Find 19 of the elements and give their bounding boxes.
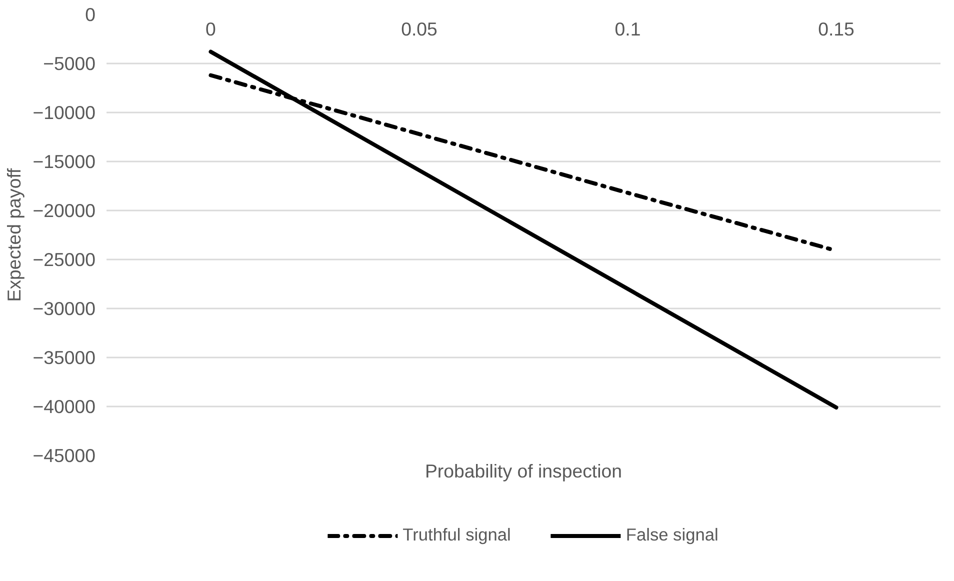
y-tick-label: −5000 [43,53,96,74]
legend-label: Truthful signal [402,524,511,546]
y-tick-label: −40000 [32,396,96,417]
x-tick-label: 0.1 [614,18,641,40]
y-tick-label: 0 [85,4,96,25]
x-tick-label: 0.05 [401,18,438,40]
y-tick-label: −30000 [32,298,96,319]
x-axis-title: Probability of inspection [424,460,622,482]
x-tick-label: 0 [206,18,216,40]
y-tick-label: −35000 [32,347,96,368]
y-tick-label: −25000 [32,249,96,270]
line-series [208,50,838,410]
y-tick-label: −20000 [32,200,96,221]
legend-label: False signal [626,524,718,546]
y-tick-label: −10000 [32,102,96,123]
x-tick-label: 0.15 [818,18,854,40]
y-tick-label: −15000 [32,151,96,172]
y-axis-title: Expected payoff [4,167,25,302]
y-tick-label: −45000 [32,445,96,466]
